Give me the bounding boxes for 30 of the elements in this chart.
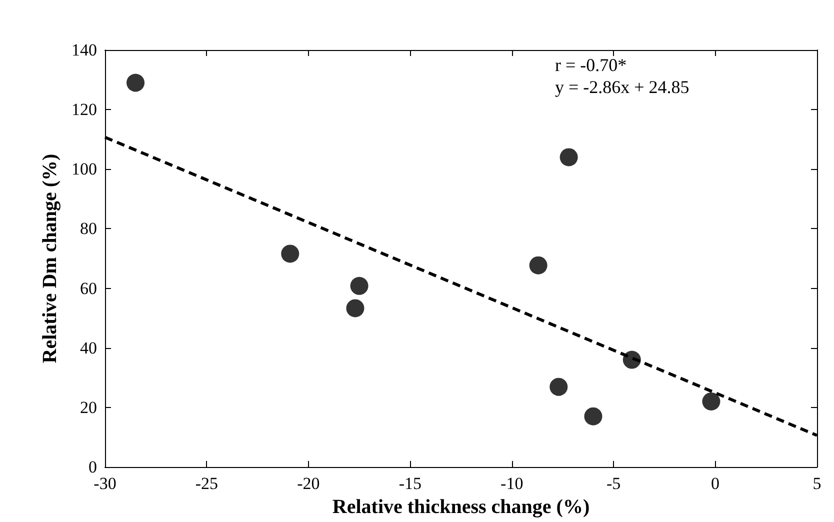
point bbox=[126, 74, 145, 92]
x-tick-label: 5 bbox=[812, 474, 822, 493]
y-tick-label: 60 bbox=[80, 278, 97, 298]
x-tick-label: -25 bbox=[195, 474, 218, 493]
x-tick-label: -5 bbox=[606, 474, 621, 493]
x-tick-label: -30 bbox=[94, 474, 116, 493]
y-tick-label: 120 bbox=[72, 100, 97, 120]
point bbox=[622, 350, 641, 369]
y-axis-title: Relative Dm change (%) bbox=[39, 154, 61, 364]
y-tick-label: 20 bbox=[80, 398, 97, 417]
point bbox=[560, 148, 578, 166]
point bbox=[550, 378, 568, 396]
point bbox=[346, 299, 364, 318]
point bbox=[350, 276, 368, 295]
y-tick-label: 0 bbox=[88, 458, 97, 476]
y-tick-label: 140 bbox=[72, 40, 97, 60]
x-axis-title: Relative thickness change (%) bbox=[332, 496, 590, 518]
annotation: r = -0.70* bbox=[555, 55, 627, 75]
point bbox=[281, 244, 300, 263]
annotation: y = -2.86x + 24.85 bbox=[555, 77, 690, 97]
x-tick-label: -20 bbox=[297, 474, 320, 493]
y-tick-label: 100 bbox=[72, 160, 97, 179]
x-tick-label: -10 bbox=[500, 474, 524, 493]
x-tick-label: -15 bbox=[398, 474, 422, 493]
point bbox=[702, 392, 720, 410]
y-tick-label: 40 bbox=[80, 338, 97, 358]
x-tick-label: 0 bbox=[711, 474, 720, 493]
y-tick-label: 80 bbox=[80, 219, 97, 238]
point bbox=[584, 407, 602, 426]
point bbox=[529, 256, 548, 274]
